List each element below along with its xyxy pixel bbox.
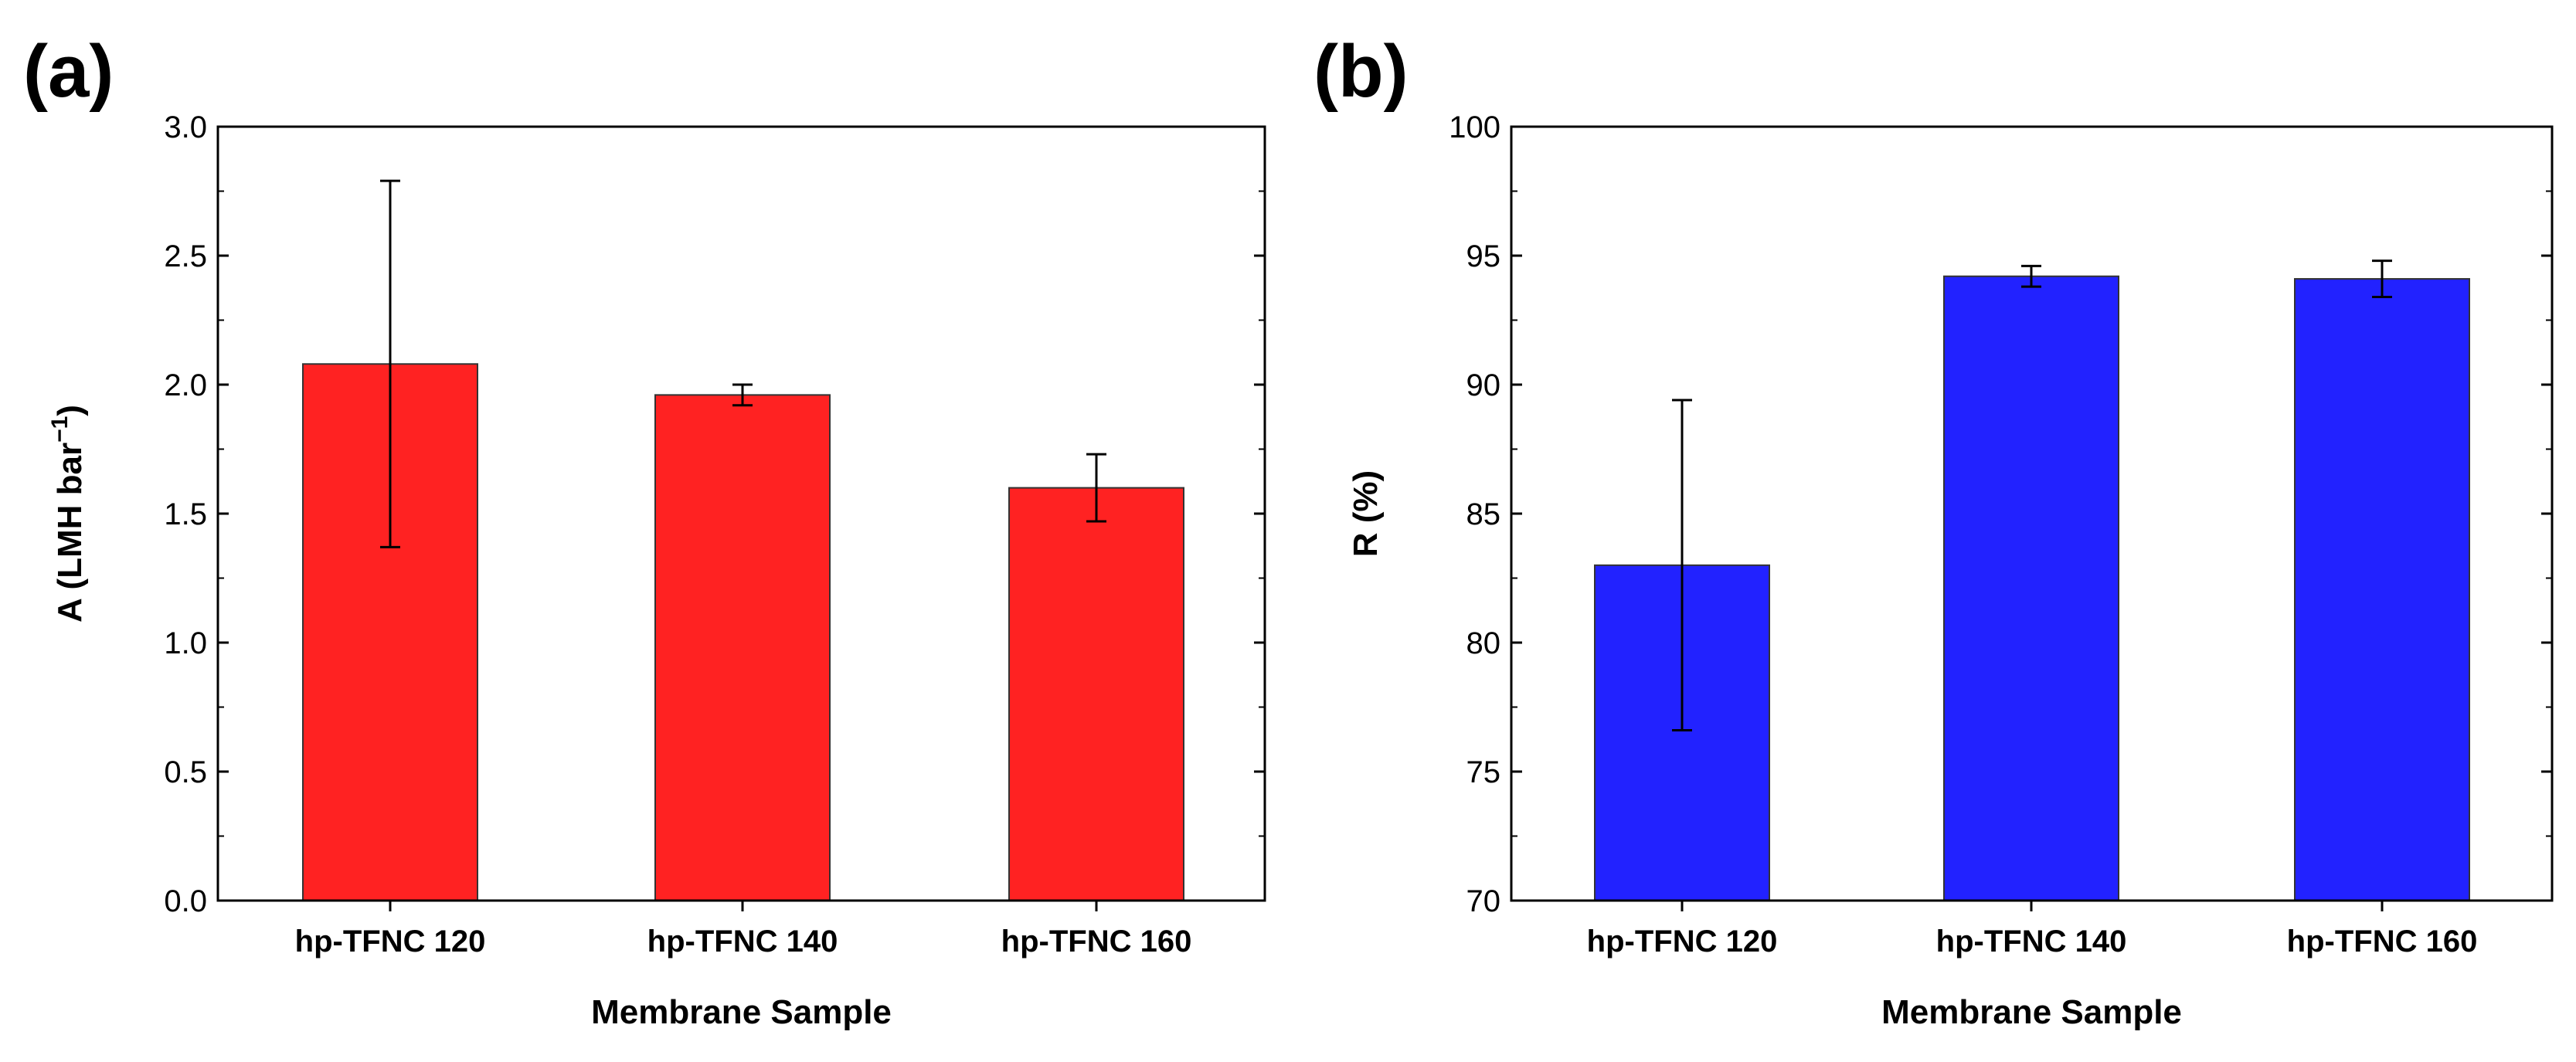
y-axis-title: A (LMH bar−1) (47, 405, 89, 623)
x-axis-title: Membrane Sample (591, 993, 892, 1031)
y-axis-title: R (%) (1347, 470, 1385, 557)
y-tick-label: 90 (1466, 368, 1501, 402)
y-tick-label: 1.0 (164, 626, 207, 660)
x-category-label: hp-TFNC 160 (1001, 925, 1192, 959)
bar-2 (1943, 275, 2119, 902)
y-tick-label: 80 (1466, 626, 1501, 660)
y-axis-title-superscript: −1 (47, 416, 73, 443)
x-category-label: hp-TFNC 160 (2287, 925, 2478, 959)
error-bar-2 (2021, 264, 2041, 288)
x-category-label: hp-TFNC 140 (1936, 925, 2127, 959)
y-tick-label: 70 (1466, 884, 1501, 918)
y-axis-title-suffix: ) (51, 405, 89, 416)
bar-3 (1008, 487, 1184, 901)
x-axis-title: Membrane Sample (1881, 993, 2182, 1031)
panel-label: (b) (1313, 30, 1409, 113)
y-tick-label: 3.0 (164, 110, 207, 144)
x-category-label: hp-TFNC 120 (1587, 925, 1778, 959)
error-bar-1 (380, 179, 400, 548)
y-tick-label: 0.0 (164, 884, 207, 918)
y-tick-label: 2.0 (164, 368, 207, 402)
x-category-label: hp-TFNC 120 (295, 925, 486, 959)
y-axis-title-main: R (%) (1347, 470, 1385, 557)
y-tick-label: 95 (1466, 239, 1501, 273)
error-bar-1 (1672, 399, 1692, 732)
y-tick-label: 85 (1466, 497, 1501, 531)
y-tick-label: 2.5 (164, 239, 207, 273)
chart-panel-a: (a) 0.0 0.5 1.0 1.5 2.0 2.5 3.0 hp-TFNC 120 hp-TF… (23, 30, 1266, 1031)
chart-panel-b: (b) 70 75 80 85 90 95 100 hp-TFNC 120 hp-TFNC 140… (1313, 30, 2554, 1031)
x-category-label: hp-TFNC 140 (647, 925, 838, 959)
bar-2 (654, 394, 831, 901)
error-bar-3 (2372, 260, 2392, 298)
error-bar-2 (732, 383, 753, 407)
y-axis-title-main: A (LMH bar (51, 443, 89, 623)
y-tick-label: 75 (1466, 755, 1501, 789)
y-tick-label: 100 (1449, 110, 1500, 144)
y-tick-label: 1.5 (164, 497, 207, 531)
panel-label: (a) (23, 30, 114, 113)
error-bar-3 (1086, 453, 1106, 523)
bar-3 (2294, 278, 2470, 901)
y-tick-label: 0.5 (164, 755, 207, 789)
